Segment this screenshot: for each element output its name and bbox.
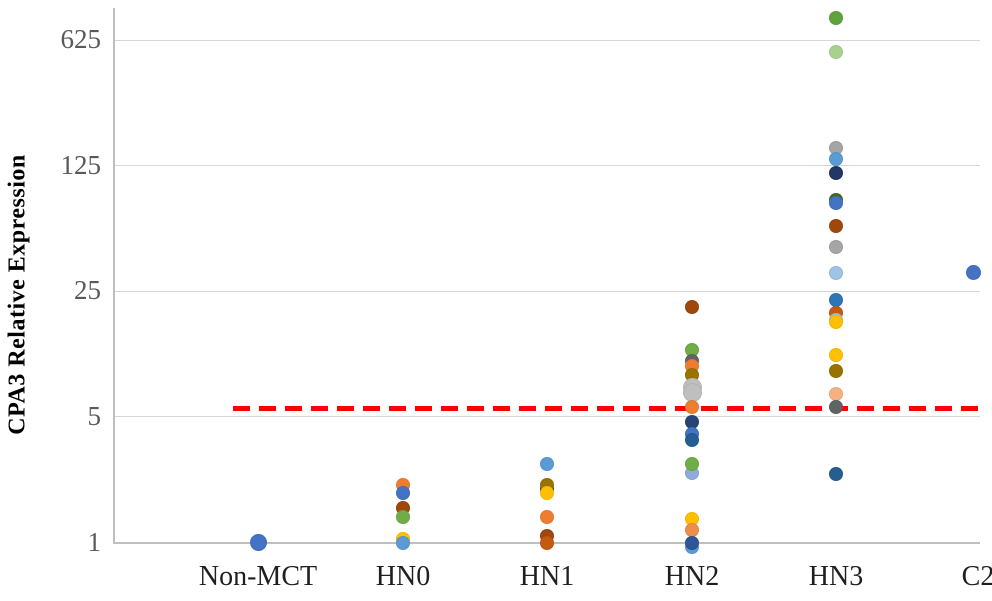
y-axis-line — [113, 8, 115, 544]
data-point — [829, 44, 843, 59]
y-tick-label: 125 — [60, 149, 102, 180]
y-tick-label: 25 — [74, 275, 101, 306]
x-category-label: C2 — [961, 561, 992, 592]
data-point — [829, 165, 843, 180]
data-point — [829, 399, 843, 414]
data-point — [829, 218, 843, 233]
data-point — [540, 510, 554, 525]
x-category-label: Non-MCT — [198, 561, 318, 592]
y-tick-label: 1 — [87, 526, 102, 557]
x-category-label: HN2 — [664, 561, 720, 592]
data-point — [682, 383, 702, 403]
threshold-line — [233, 405, 985, 411]
x-category-label: HN1 — [519, 561, 575, 592]
data-point — [685, 511, 699, 526]
data-point — [685, 299, 699, 314]
data-point — [685, 433, 699, 448]
data-point — [965, 265, 981, 281]
data-point — [685, 342, 699, 357]
data-point — [685, 523, 699, 538]
data-point — [540, 535, 554, 550]
data-point — [829, 10, 843, 25]
gridline — [113, 165, 980, 167]
data-point — [829, 195, 843, 210]
data-point — [829, 140, 843, 155]
data-point — [685, 399, 699, 414]
gridline — [113, 39, 980, 41]
data-point — [396, 510, 410, 525]
data-point — [249, 534, 267, 551]
gridline — [113, 290, 980, 292]
data-point — [685, 456, 699, 471]
data-point — [829, 387, 843, 402]
data-point — [829, 266, 843, 281]
data-point — [829, 348, 843, 363]
data-point — [829, 315, 843, 330]
gridline — [113, 416, 980, 418]
y-tick-label: 5 — [87, 400, 102, 431]
data-point — [829, 364, 843, 379]
data-point — [396, 486, 410, 501]
data-point — [540, 486, 554, 501]
data-point — [829, 292, 843, 307]
data-point — [540, 456, 554, 471]
x-category-label: HN0 — [375, 561, 431, 592]
data-point — [685, 535, 699, 550]
data-point — [829, 151, 843, 166]
y-tick-label: 625 — [60, 24, 102, 55]
x-category-label: HN3 — [808, 561, 864, 592]
data-point — [829, 240, 843, 255]
data-point — [396, 535, 410, 550]
data-point — [685, 414, 699, 429]
data-point — [829, 467, 843, 482]
